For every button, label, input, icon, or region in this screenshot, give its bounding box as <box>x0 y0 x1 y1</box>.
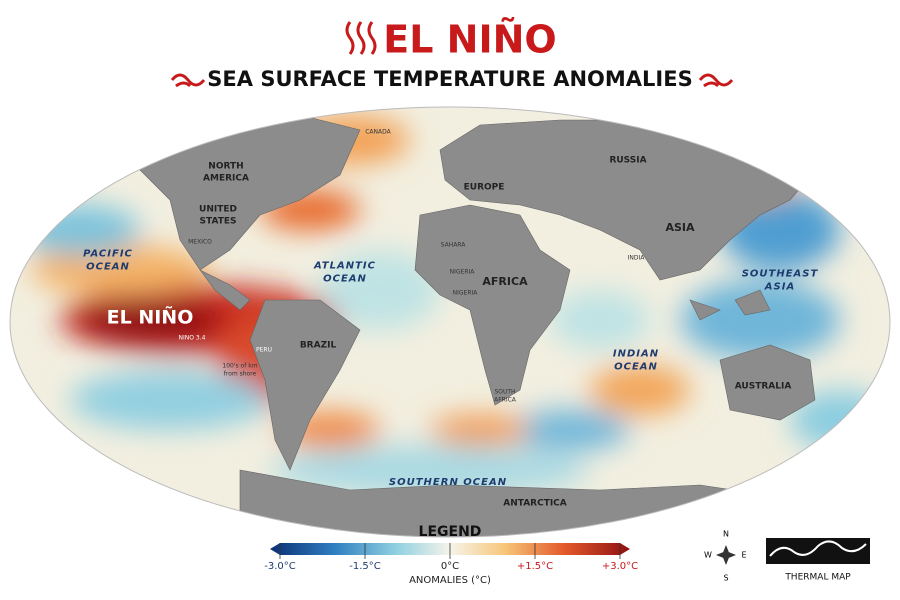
map-label: EUROPE <box>464 183 505 193</box>
map <box>10 107 890 537</box>
map-label: SOUTH <box>494 389 515 396</box>
map-label: SOUTHERN OCEAN <box>389 477 507 488</box>
map-label: MEXICO <box>188 239 212 246</box>
map-label: INDIA <box>628 255 646 262</box>
globe-outline <box>9 106 891 538</box>
map-label: AFRICA <box>494 397 517 404</box>
map-label: SOUTHEAST <box>742 269 819 280</box>
wave-icon <box>698 73 734 88</box>
map-label: CANADA <box>365 129 391 136</box>
title: EL NIÑO <box>383 18 556 62</box>
badge-text: THERMAL MAP <box>784 573 851 583</box>
compass-n: N <box>723 530 729 539</box>
colorbar-ticks: -3.0°C -1.5°C 0°C +1.5°C +3.0°C <box>264 543 638 572</box>
map-label: AFRICA <box>482 275 528 288</box>
map-label: EL NIÑO <box>107 305 194 329</box>
map-label: UNITED <box>199 205 237 215</box>
map-label: SAHARA <box>441 242 467 249</box>
map-label: ASIA <box>764 282 795 293</box>
compass-w: W <box>704 551 712 560</box>
legend-axis-label: ANOMALIES (°C) <box>409 575 491 586</box>
subtitle: SEA SURFACE TEMPERATURE ANOMALIES <box>207 67 692 91</box>
map-label: OCEAN <box>86 262 130 273</box>
heat-icon <box>345 21 377 55</box>
map-label: NIGERIA <box>453 290 479 297</box>
map-label: BRAZIL <box>300 341 337 351</box>
map-label: NORTH <box>208 162 243 172</box>
map-label: STATES <box>200 217 237 227</box>
colorbar-tick-label: +3.0°C <box>602 561 638 572</box>
map-label: from shore <box>224 371 257 378</box>
map-label: NINO 3.4 <box>179 335 206 342</box>
colorbar-tick-label: +1.5°C <box>517 561 553 572</box>
colorbar-tick-label: 0°C <box>441 561 459 572</box>
map-label: AUSTRALIA <box>735 382 792 392</box>
map-label: RUSSIA <box>609 156 646 166</box>
map-label: PACIFIC <box>83 249 133 260</box>
compass: N S E W <box>704 530 746 583</box>
map-label: OCEAN <box>614 362 658 373</box>
thermal-badge: THERMAL MAP <box>766 538 870 583</box>
map-label: ANTARCTICA <box>503 499 567 509</box>
compass-s: S <box>723 574 728 583</box>
legend-title: LEGEND <box>419 524 482 540</box>
map-label: NIGERIA <box>450 269 476 276</box>
colorbar-tick-label: -3.0°C <box>264 561 296 572</box>
map-label: 100's of km <box>222 363 257 370</box>
compass-e: E <box>741 551 746 560</box>
colorbar-tick-label: -1.5°C <box>349 561 381 572</box>
map-label: INDIAN <box>613 349 659 360</box>
map-label: ATLANTIC <box>313 261 376 272</box>
map-labels: CANADA NORTH AMERICA UNITED STATES MEXICO PACI… <box>83 129 819 509</box>
map-label: ASIA <box>665 221 695 234</box>
wave-icon <box>170 73 206 88</box>
map-label: AMERICA <box>203 174 249 184</box>
map-label: OCEAN <box>323 274 367 285</box>
map-label: PERU <box>256 347 272 354</box>
